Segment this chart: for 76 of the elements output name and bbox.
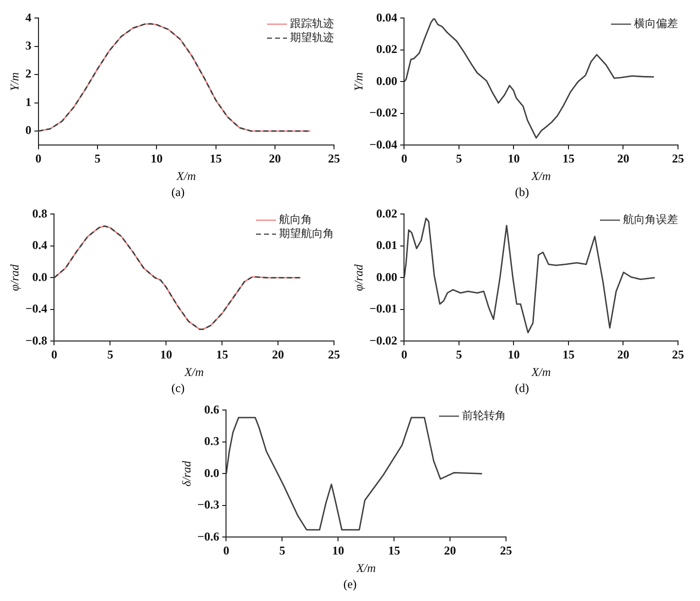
x-axis-title: X/m xyxy=(530,168,552,183)
y-tick-label: 0.01 xyxy=(376,238,398,252)
y-tick-label: 0.8 xyxy=(32,206,48,220)
x-tick-label: 25 xyxy=(328,151,340,166)
x-tick-label: 10 xyxy=(332,543,344,558)
y-tick-label: 0 xyxy=(25,123,32,138)
y-tick-label: 0.00 xyxy=(376,270,398,284)
legend-label: 期望航向角 xyxy=(279,227,334,240)
x-axis-title: X/m xyxy=(183,364,204,379)
legend-label: 航向角 xyxy=(279,213,312,226)
y-tick-label: 4 xyxy=(25,10,32,24)
y-tick-label: 0.0 xyxy=(32,270,48,284)
y-tick-label: 0.4 xyxy=(32,238,48,252)
x-tick-label: 10 xyxy=(150,151,163,166)
y-tick-label: 1 xyxy=(25,94,32,109)
y-tick-label: −0.3 xyxy=(197,498,220,512)
x-tick-label: 5 xyxy=(456,347,462,362)
x-tick-label: 10 xyxy=(508,347,520,362)
x-tick-label: 5 xyxy=(94,151,101,166)
legend-label: 期望轨迹 xyxy=(290,31,334,44)
y-tick-label: 0.02 xyxy=(376,206,398,220)
y-tick-label: −0.4 xyxy=(25,302,48,316)
y-axis-title: Y/m xyxy=(7,72,22,92)
y-axis-title: φ/rad xyxy=(351,263,366,292)
x-tick-label: 0 xyxy=(401,347,408,362)
x-tick-label: 25 xyxy=(672,151,684,166)
y-tick-label: 0.00 xyxy=(376,74,398,88)
y-axis-title: Y/m xyxy=(351,72,366,92)
y-tick-label: −0.8 xyxy=(25,333,48,348)
y-axis-title: φ/rad xyxy=(7,263,22,292)
text: (b) xyxy=(515,184,529,201)
x-tick-label: 5 xyxy=(107,347,114,362)
legend-label: 跟踪轨迹 xyxy=(290,17,334,30)
x-axis-title: X/m xyxy=(176,168,196,183)
x-tick-label: 15 xyxy=(562,347,574,362)
y-tick-label: −0.6 xyxy=(197,529,220,544)
y-tick-label: −0.04 xyxy=(369,137,398,152)
x-axis-title: X/m xyxy=(355,560,376,575)
x-tick-label: 20 xyxy=(617,347,630,362)
x-tick-label: 0 xyxy=(223,543,230,558)
y-tick-label: −0.01 xyxy=(369,302,398,316)
x-tick-label: 10 xyxy=(508,151,520,166)
y-tick-label: 3 xyxy=(25,38,32,53)
text: (d) xyxy=(515,380,529,397)
y-tick-label: 0.3 xyxy=(204,434,220,448)
text: (e) xyxy=(343,576,357,593)
legend-label: 前轮转角 xyxy=(462,410,506,422)
x-tick-label: 10 xyxy=(160,347,172,362)
x-tick-label: 15 xyxy=(388,543,400,558)
x-tick-label: 5 xyxy=(279,543,286,558)
y-tick-label: 0.6 xyxy=(204,402,220,416)
x-tick-label: 5 xyxy=(456,151,462,166)
x-tick-label: 20 xyxy=(268,151,281,166)
x-tick-label: 15 xyxy=(562,151,574,166)
text: (c) xyxy=(171,380,185,397)
x-tick-label: 25 xyxy=(500,543,512,558)
legend-label: 航向角误差 xyxy=(623,213,678,226)
y-tick-label: 0.0 xyxy=(204,466,220,480)
legend-label: 横向偏差 xyxy=(634,17,678,30)
y-axis-title: δ/rad xyxy=(179,460,194,486)
x-tick-label: 15 xyxy=(210,151,222,166)
y-tick-label: −0.02 xyxy=(369,333,398,348)
x-tick-label: 25 xyxy=(672,347,684,362)
x-tick-label: 20 xyxy=(617,151,630,166)
y-tick-label: 0.02 xyxy=(376,42,398,56)
x-tick-label: 0 xyxy=(401,151,408,166)
x-tick-label: 25 xyxy=(328,347,340,362)
x-tick-label: 20 xyxy=(272,347,284,362)
x-tick-label: 0 xyxy=(51,347,58,362)
y-tick-label: 0.04 xyxy=(376,10,398,24)
y-tick-label: 2 xyxy=(25,66,32,81)
text: (a) xyxy=(171,184,185,201)
y-tick-label: −0.02 xyxy=(369,106,398,120)
x-tick-label: 20 xyxy=(444,543,456,558)
x-axis-title: X/m xyxy=(530,364,552,379)
x-tick-label: 15 xyxy=(216,347,228,362)
